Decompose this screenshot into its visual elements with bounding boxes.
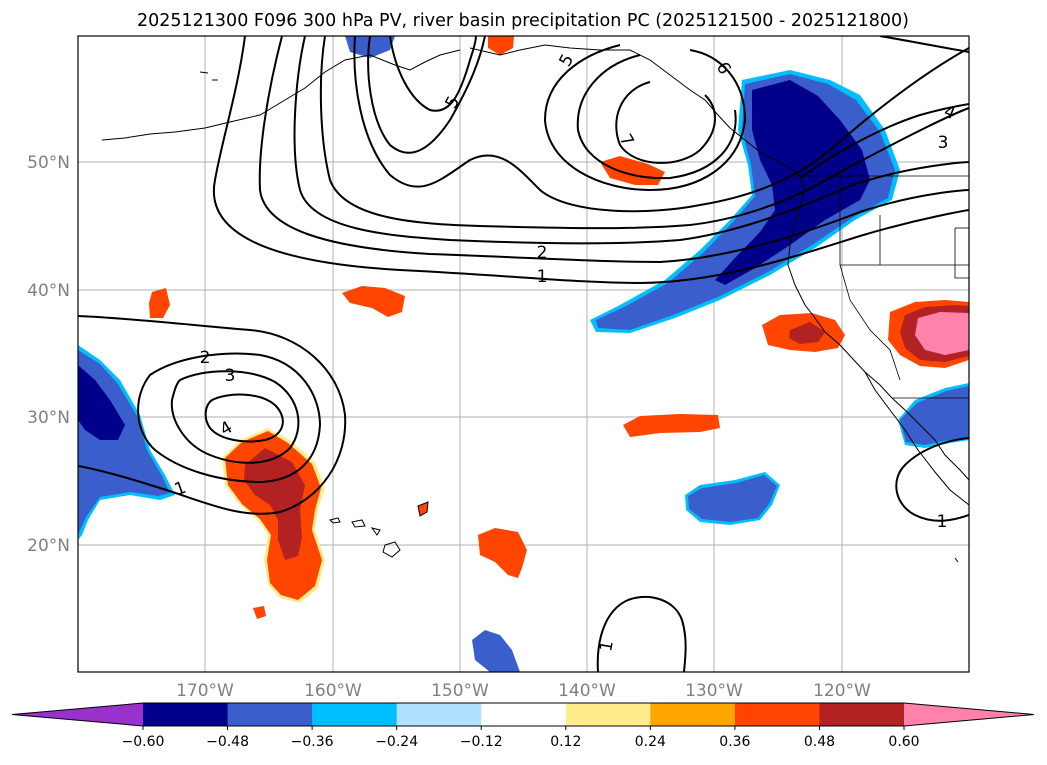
colorbar-tick-label: 0.12 bbox=[550, 734, 581, 750]
colorbar-tick-label: 0.36 bbox=[719, 734, 750, 750]
precip-orange-small-1 bbox=[149, 288, 170, 318]
pv-contour-1-southeast bbox=[895, 437, 969, 522]
colorbar-extend-high bbox=[904, 703, 1034, 726]
longitude-labels: 170°W 160°W 150°W 140°W 130°W 120°W bbox=[176, 681, 871, 701]
pv-contour-5-north bbox=[353, 36, 969, 213]
precip-negative-regions bbox=[78, 36, 969, 672]
precip-pink-southwest bbox=[915, 312, 969, 355]
colorbar-tick-label: 0.48 bbox=[804, 734, 835, 750]
precip-blue-top bbox=[345, 36, 395, 58]
lat-label-20n: 20°N bbox=[27, 536, 70, 556]
pv-contour-1-north bbox=[212, 36, 969, 285]
pv-contour-6-gulf bbox=[576, 54, 737, 180]
precip-red-california bbox=[789, 322, 825, 344]
colorbar-tick-label: 0.60 bbox=[888, 734, 919, 750]
colorbar: −0.60 −0.48 −0.36 −0.24 −0.12 0.12 0.24 0.36 0.4… bbox=[11, 702, 1035, 750]
contour-label-1-southeast: 1 bbox=[937, 512, 948, 532]
precip-medblue-southeast bbox=[900, 386, 969, 445]
lon-label-170w: 170°W bbox=[176, 681, 234, 701]
contour-label-2-north: 2 bbox=[537, 243, 548, 263]
colorbar-extend-low bbox=[12, 703, 143, 726]
colorbar-segment bbox=[481, 703, 567, 726]
contour-label-2-vortex: 2 bbox=[200, 348, 211, 368]
colorbar-segment bbox=[819, 703, 905, 726]
colorbar-tick-label: −0.36 bbox=[291, 734, 334, 750]
precip-positive-regions bbox=[149, 36, 969, 619]
precip-orange-small-4 bbox=[600, 156, 665, 185]
map-frame bbox=[77, 35, 970, 673]
precip-orange-small-7 bbox=[253, 606, 266, 619]
coastlines bbox=[101, 44, 969, 563]
colorbar-segment bbox=[312, 703, 398, 726]
lon-label-160w: 160°W bbox=[304, 681, 362, 701]
pv-contour-1-south bbox=[596, 595, 687, 672]
pv-contour-5-low bbox=[389, 36, 477, 112]
colorbar-tick-label: −0.12 bbox=[460, 734, 503, 750]
colorbar-segment bbox=[650, 703, 736, 726]
precip-orange-small-5 bbox=[623, 414, 720, 437]
colorbar-tick-label: −0.24 bbox=[375, 734, 418, 750]
pv-contour-3-north bbox=[293, 36, 969, 245]
colorbar-tick-label: −0.48 bbox=[206, 734, 249, 750]
precip-medblue-mid-pacific bbox=[688, 475, 777, 522]
contour-label-1-vortex: 1 bbox=[172, 478, 189, 500]
pv-contours bbox=[78, 36, 969, 672]
precip-orange-small-6 bbox=[478, 528, 527, 578]
pv-contour-2-vortex bbox=[137, 352, 322, 484]
colorbar-segment bbox=[143, 703, 229, 726]
colorbar-segment bbox=[565, 703, 651, 726]
precip-blue-south bbox=[472, 630, 520, 672]
pv-contour-3-vortex bbox=[170, 370, 300, 464]
state-borders bbox=[795, 175, 969, 399]
colorbar-segment bbox=[227, 703, 313, 726]
lon-label-120w: 120°W bbox=[813, 681, 871, 701]
colorbar-segment bbox=[396, 703, 482, 726]
contour-label-5-a: 5 bbox=[555, 51, 578, 70]
pv-contour-5-east bbox=[879, 36, 969, 53]
precip-darkblue-west-edge bbox=[78, 365, 125, 440]
contour-label-7: 7 bbox=[615, 131, 638, 150]
pv-contour-7-gulf bbox=[615, 81, 717, 164]
latitude-labels: 50°N 40°N 30°N 20°N bbox=[27, 153, 70, 556]
lon-label-140w: 140°W bbox=[558, 681, 616, 701]
contour-label-4-vortex: 4 bbox=[217, 417, 236, 440]
precip-orange-small-2 bbox=[342, 286, 405, 317]
pv-contour-4-north bbox=[319, 36, 969, 230]
contour-label-3-vortex: 3 bbox=[225, 366, 236, 386]
contour-label-1-south: 1 bbox=[596, 639, 618, 653]
colorbar-segment bbox=[734, 703, 820, 726]
lon-label-150w: 150°W bbox=[431, 681, 489, 701]
lat-label-50n: 50°N bbox=[27, 153, 70, 173]
pv-contour-4-vortex bbox=[204, 393, 284, 443]
lat-label-40n: 40°N bbox=[27, 281, 70, 301]
pv-contour-2-north bbox=[258, 36, 969, 264]
colorbar-tick-label: −0.60 bbox=[122, 734, 165, 750]
pv-contour-5-gulf bbox=[543, 44, 747, 192]
precip-orange-small-3 bbox=[488, 36, 514, 55]
pv-contour-6-low bbox=[367, 36, 486, 154]
precip-darkblue-band-northwest bbox=[715, 80, 870, 285]
colorbar-tick-label: 0.24 bbox=[635, 734, 666, 750]
contour-label-1-north: 1 bbox=[537, 267, 548, 287]
pv-contour-1-vortex bbox=[78, 315, 347, 515]
contour-label-3-east: 3 bbox=[938, 133, 949, 153]
pv-contour-4-east bbox=[799, 103, 969, 179]
map-area: 5 6 7 4 3 2 1 5 2 3 4 1 1 1 bbox=[78, 36, 969, 672]
gridlines bbox=[78, 36, 969, 672]
map-title: 2025121300 F096 300 hPa PV, river basin … bbox=[137, 11, 909, 31]
lat-label-30n: 30°N bbox=[27, 408, 70, 428]
lon-label-130w: 130°W bbox=[685, 681, 743, 701]
